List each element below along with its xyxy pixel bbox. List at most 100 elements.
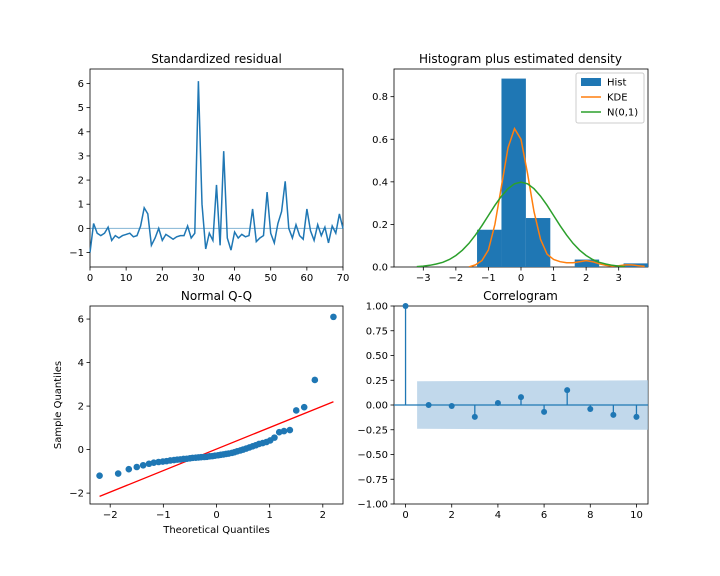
x-tick-label: 1 <box>266 510 272 521</box>
y-axis-ticks: −1.00 −0.75 −0.50 −0.25 0.00 0.25 0.50 0.75 1.00 <box>357 302 394 511</box>
panel-title: Normal Q-Q <box>181 289 252 303</box>
hist-bar <box>574 259 600 267</box>
plot-marks <box>394 303 648 430</box>
x-tick-label: 60 <box>300 273 313 284</box>
x-tick-label: 6 <box>541 510 547 521</box>
acf-marker <box>518 394 524 401</box>
plot-marks <box>416 78 648 267</box>
x-tick-label: 0 <box>87 273 93 284</box>
y-axis-label: Sample Quantiles <box>53 361 64 449</box>
y-tick-label: 0.8 <box>372 92 388 103</box>
y-tick-label: 0.25 <box>366 376 388 387</box>
x-axis-label: Theoretical Quantiles <box>162 525 270 536</box>
qq-point <box>96 472 103 480</box>
x-tick-label: 70 <box>337 273 350 284</box>
panel-title: Standardized residual <box>151 52 282 66</box>
reference-line <box>99 401 334 497</box>
y-tick-label: 0.4 <box>372 177 388 188</box>
y-tick-label: 6 <box>78 315 84 326</box>
acf-marker <box>587 405 594 412</box>
x-tick-label: 3 <box>616 273 622 284</box>
y-tick-label: −0.50 <box>357 450 388 461</box>
y-tick-label: 1 <box>78 200 84 211</box>
plot-marks <box>96 313 337 497</box>
y-tick-label: 0.2 <box>372 220 388 231</box>
x-tick-label: −1 <box>156 510 171 521</box>
x-tick-label: 8 <box>587 510 593 521</box>
y-axis-ticks: 0.0 0.2 0.4 0.6 0.8 <box>372 92 394 274</box>
y-tick-label: −0.75 <box>357 475 388 486</box>
legend-label: N(0,1) <box>607 108 638 119</box>
hist-bar <box>525 218 551 267</box>
qq-point <box>292 407 300 414</box>
panel-title: Histogram plus estimated density <box>419 52 622 66</box>
panel-title: Correlogram <box>483 289 558 303</box>
y-tick-label: 0.50 <box>366 351 388 362</box>
qq-point <box>311 376 319 384</box>
y-tick-label: 0 <box>78 224 84 235</box>
y-tick-label: −1.00 <box>357 500 388 511</box>
acf-marker <box>448 402 455 409</box>
normal-curve <box>416 181 626 267</box>
qq-point <box>330 313 337 321</box>
y-tick-label: 4 <box>78 358 84 369</box>
y-tick-label: 6 <box>78 79 84 90</box>
y-tick-label: 0.75 <box>366 326 388 337</box>
y-tick-label: 1.00 <box>366 302 388 313</box>
acf-marker <box>425 402 432 408</box>
x-tick-label: 10 <box>120 273 133 284</box>
x-tick-label: 0 <box>213 510 219 521</box>
acf-marker <box>564 387 571 394</box>
plot-frame <box>89 68 344 268</box>
acf-marker <box>471 413 478 420</box>
qq-point <box>300 403 308 411</box>
clipped-marks <box>416 78 648 267</box>
acf-marker <box>633 413 640 420</box>
x-tick-label: 20 <box>156 273 169 284</box>
qq-point <box>133 463 141 471</box>
x-tick-label: 0 <box>518 273 524 284</box>
legend: Hist KDE N(0,1) <box>575 72 645 124</box>
x-tick-label: 10 <box>630 510 643 521</box>
legend-swatch-hist <box>581 78 601 86</box>
correlogram-panel: Correlogram 0 2 4 6 8 10 −1.00 −0.75 −0.50 −0.25… <box>357 289 649 521</box>
x-tick-label: 2 <box>320 510 326 521</box>
y-tick-label: 0.00 <box>366 401 388 412</box>
standardized-residual-panel: Standardized residual 0 10 20 30 40 50 60 70 −1… <box>69 52 349 284</box>
y-tick-label: 0.6 <box>372 135 388 146</box>
x-tick-label: 4 <box>495 510 501 521</box>
y-axis-ticks: −2 0 2 4 6 <box>69 315 90 500</box>
y-tick-label: 0.0 <box>372 263 388 274</box>
x-tick-label: 2 <box>583 273 589 284</box>
x-tick-label: −2 <box>448 273 463 284</box>
residual-series-line <box>89 81 344 253</box>
y-tick-label: 0 <box>78 445 84 456</box>
y-tick-label: 4 <box>78 127 84 138</box>
y-tick-label: −2 <box>69 489 84 500</box>
x-axis-ticks: 0 2 4 6 8 10 <box>402 504 643 521</box>
x-tick-label: 50 <box>264 273 277 284</box>
acf-marker <box>610 411 617 418</box>
qq-point <box>114 470 122 477</box>
qq-point <box>139 461 147 469</box>
x-axis-ticks: −3 −2 −1 0 1 2 3 <box>416 267 622 284</box>
y-tick-label: 3 <box>78 151 84 162</box>
acf-marker <box>541 408 548 415</box>
plot-marks <box>89 81 344 253</box>
normal-qq-panel: Normal Q-Q −2 −1 0 1 2 −2 0 2 4 6 Theoretical Qu… <box>53 289 344 536</box>
hist-bar <box>501 78 526 267</box>
y-tick-label: −0.25 <box>357 425 388 436</box>
qq-point <box>280 427 288 435</box>
x-tick-label: −2 <box>103 510 118 521</box>
x-tick-label: −3 <box>416 273 431 284</box>
y-tick-label: −1 <box>69 248 84 259</box>
x-tick-label: 2 <box>449 510 455 521</box>
legend-label: KDE <box>607 93 628 104</box>
acf-marker <box>402 303 409 309</box>
acf-marker <box>494 400 501 407</box>
x-axis-ticks: 0 10 20 30 40 50 60 70 <box>87 267 350 284</box>
x-tick-label: 0 <box>402 510 408 521</box>
x-tick-label: 1 <box>550 273 556 284</box>
qq-point <box>271 434 278 441</box>
